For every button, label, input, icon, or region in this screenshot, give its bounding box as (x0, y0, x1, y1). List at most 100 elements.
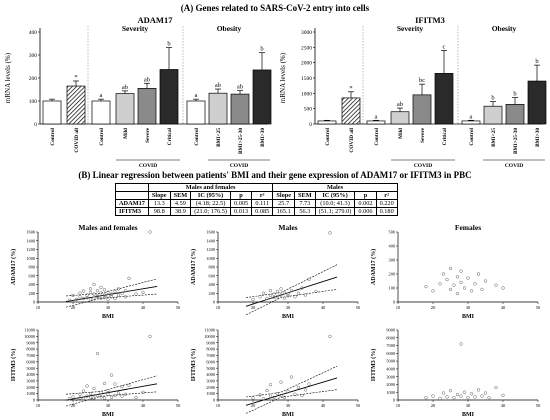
data-point (99, 291, 103, 295)
data-point (81, 389, 86, 393)
x-tick-label: 50 (536, 305, 541, 310)
data-point (303, 388, 308, 392)
y-tick-label: 0 (393, 398, 395, 403)
data-point (431, 394, 435, 398)
significance-letter: c (443, 43, 446, 50)
data-point (127, 276, 131, 281)
data-point (307, 382, 311, 386)
data-point (438, 396, 442, 401)
data-point (459, 280, 463, 285)
y-tick-label: 4000 (386, 366, 395, 371)
data-point (258, 295, 262, 299)
data-point (109, 395, 114, 400)
x-axis-label: BMI (102, 412, 115, 418)
y-tick-label: 2000 (206, 385, 215, 390)
data-point (102, 288, 107, 292)
data-point (265, 388, 269, 393)
data-point (85, 293, 89, 297)
y-tick-label: 5000 (386, 359, 395, 364)
y-tick-label: 3000 (301, 30, 312, 36)
x-axis-label: BMI (282, 412, 295, 418)
y-tick-label: 200 (29, 76, 38, 82)
bar (66, 85, 86, 125)
x-tick-label: BMI<25 (216, 128, 222, 147)
data-point (99, 390, 103, 395)
data-point (286, 390, 290, 394)
col-header: r² (375, 191, 398, 200)
data-point (109, 295, 114, 299)
bar (412, 94, 432, 125)
y-tick-label: 1400 (26, 238, 35, 243)
significance-letter: a (195, 92, 198, 99)
data-point (441, 272, 446, 276)
data-point (494, 385, 498, 390)
ifitm3-bar-chart: IFITM3 mRNA levels (%) 0 500 1000 1500 2000 250… (279, 15, 547, 169)
x-tick-label: 10 (396, 403, 401, 408)
data-point (286, 292, 290, 296)
data-point (469, 392, 474, 396)
y-tick-label: 1600 (26, 230, 35, 235)
data-point (501, 286, 505, 290)
data-point (92, 386, 96, 391)
x-tick-label: Control (325, 127, 331, 145)
significance-letter: b (167, 41, 170, 48)
x-axis-label: BMI (102, 314, 115, 320)
x-axis-label: BMI (282, 314, 295, 320)
y-tick-label: 600 (29, 273, 35, 278)
y-tick-label: 600 (209, 273, 215, 278)
data-point (81, 296, 86, 301)
cell: 0.220 (375, 199, 398, 208)
x-tick-label: Critical (167, 127, 173, 145)
data-point (116, 391, 121, 395)
bar (42, 100, 62, 125)
col-header: IC (95%) (314, 191, 356, 200)
y-tick-label: 200 (209, 291, 215, 296)
significance-letter: b (535, 58, 538, 65)
data-point (279, 393, 283, 398)
bar (317, 120, 337, 125)
x-axis-label: BMI (462, 314, 475, 320)
col-header: IC (95%) (190, 191, 231, 200)
significance-letter: bc (419, 77, 425, 84)
y-tick-label: 5000 (26, 366, 35, 371)
bar (505, 104, 525, 125)
data-point (279, 287, 283, 291)
data-point (268, 293, 273, 298)
cell: (4.18; 22.5) (190, 199, 231, 208)
confidence-band-upper (65, 278, 158, 297)
y-tick-label: 100 (29, 99, 38, 105)
data-point (328, 231, 332, 235)
data-point (88, 297, 93, 302)
data-point (445, 395, 449, 399)
group-label-severity: Severity (122, 24, 148, 33)
data-point (113, 393, 117, 398)
scatter-title: Females (455, 223, 481, 232)
bar (208, 92, 228, 125)
x-tick-label: 30 (466, 305, 471, 310)
y-tick-label: 1400 (206, 238, 215, 243)
data-point (289, 288, 294, 293)
regression-line (245, 377, 338, 406)
y-tick-label: 6000 (206, 359, 215, 364)
covid-group-label: COVID (414, 163, 432, 169)
significance-letter: ab (144, 76, 150, 83)
group-header-mf: Males and females (147, 183, 274, 192)
y-tick-label: 400 (29, 282, 35, 287)
data-point (300, 393, 304, 398)
data-point (293, 392, 297, 396)
data-point (445, 277, 449, 282)
confidence-band-upper (65, 375, 158, 395)
data-point (272, 295, 276, 300)
cell: 13.3 (147, 199, 171, 208)
y-tick-label: 0 (33, 300, 35, 305)
significance-letter: b (491, 95, 494, 102)
data-point (282, 290, 287, 295)
bar-chart-title: IFITM3 (415, 15, 445, 25)
col-header: Slope (272, 191, 296, 200)
y-tick-label: 1000 (301, 91, 312, 97)
confidence-band-lower (245, 389, 338, 414)
data-point (279, 380, 283, 384)
data-point (275, 295, 280, 299)
x-tick-label: 10 (216, 305, 221, 310)
x-tick-label: 40 (321, 403, 326, 408)
